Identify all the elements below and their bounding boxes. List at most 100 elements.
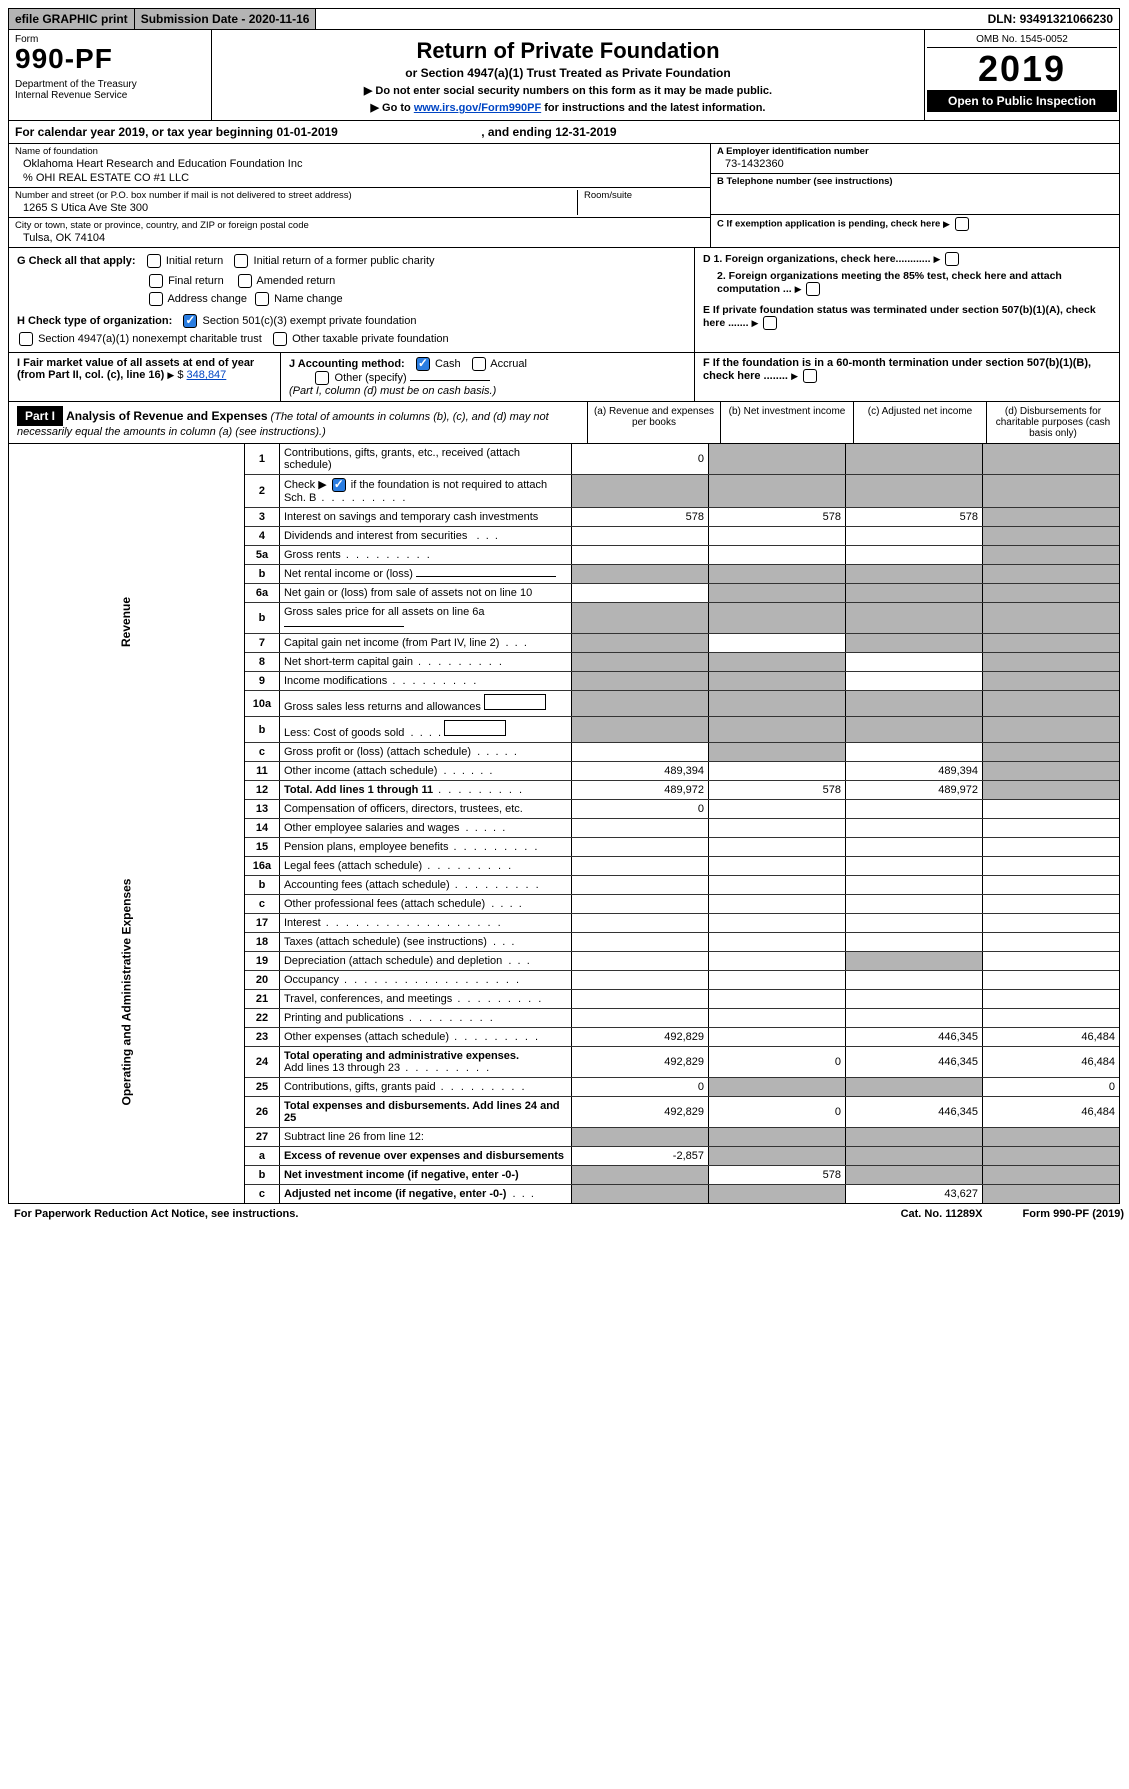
cb-final[interactable] xyxy=(149,274,163,288)
r24b: 0 xyxy=(709,1047,846,1078)
cb-d2[interactable] xyxy=(806,282,820,296)
r2: Check ▶ if the foundation is not require… xyxy=(279,475,571,508)
r26c: 446,345 xyxy=(846,1097,983,1128)
r4: Dividends and interest from securities .… xyxy=(279,527,571,546)
j-accrual: Accrual xyxy=(490,358,527,370)
ein-label: A Employer identification number xyxy=(717,146,869,157)
g-label: G Check all that apply: xyxy=(17,255,136,267)
r16a: Legal fees (attach schedule) xyxy=(279,857,571,876)
cb-f[interactable] xyxy=(803,369,817,383)
part1-desc: Part I Analysis of Revenue and Expenses … xyxy=(9,402,588,443)
r24d: 46,484 xyxy=(983,1047,1120,1078)
r19: Depreciation (attach schedule) and deple… xyxy=(279,952,571,971)
form-container: efile GRAPHIC print Submission Date - 20… xyxy=(8,8,1120,1204)
r27b-b: 578 xyxy=(709,1166,846,1185)
r27b: Net investment income (if negative, ente… xyxy=(279,1166,571,1185)
r27: Subtract line 26 from line 12: xyxy=(279,1128,571,1147)
c-label: C If exemption application is pending, c… xyxy=(717,219,940,230)
d1: D 1. Foreign organizations, check here..… xyxy=(703,253,931,265)
col-a-head: (a) Revenue and expenses per books xyxy=(588,402,721,443)
city-label: City or town, state or province, country… xyxy=(15,220,309,231)
city-row: City or town, state or province, country… xyxy=(9,218,710,247)
note2-post: for instructions and the latest informat… xyxy=(541,102,765,114)
arrow-icon xyxy=(751,317,758,329)
arrow-icon xyxy=(943,219,950,230)
r27c-c: 43,627 xyxy=(846,1185,983,1204)
city-value: Tulsa, OK 74104 xyxy=(15,231,704,245)
r24a: 492,829 xyxy=(572,1047,709,1078)
checkbox-c[interactable] xyxy=(955,217,969,231)
g-initial-former: Initial return of a former public charit… xyxy=(254,255,435,267)
r3b: 578 xyxy=(709,508,846,527)
irs-link[interactable]: www.irs.gov/Form990PF xyxy=(414,102,541,114)
col-d-head: (d) Disbursements for charitable purpose… xyxy=(987,402,1119,443)
header-right: OMB No. 1545-0052 2019 Open to Public In… xyxy=(924,30,1119,120)
cb-other-tax[interactable] xyxy=(273,332,287,346)
r24c: 446,345 xyxy=(846,1047,983,1078)
r21: Travel, conferences, and meetings xyxy=(279,990,571,1009)
r15: Pension plans, employee benefits xyxy=(279,838,571,857)
tax-year: 2019 xyxy=(927,48,1117,90)
note2-pre: ▶ Go to xyxy=(371,102,414,114)
form-number: 990-PF xyxy=(15,43,205,75)
cb-initial-former[interactable] xyxy=(234,254,248,268)
revenue-label: Revenue xyxy=(9,444,244,800)
header-left: Form 990-PF Department of the Treasury I… xyxy=(9,30,212,120)
i-col: I Fair market value of all assets at end… xyxy=(9,353,281,401)
cb-schb[interactable] xyxy=(332,478,346,492)
r12c: 489,972 xyxy=(846,781,983,800)
table-row: Operating and Administrative Expenses 13… xyxy=(9,800,1119,819)
entity-left: Name of foundation Oklahoma Heart Resear… xyxy=(9,144,710,247)
address-row: Number and street (or P.O. box number if… xyxy=(9,188,710,218)
r12a: 489,972 xyxy=(572,781,709,800)
ein-value: 73-1432360 xyxy=(717,157,1113,171)
r13a: 0 xyxy=(572,800,709,819)
cb-amended[interactable] xyxy=(238,274,252,288)
cb-addr[interactable] xyxy=(149,292,163,306)
g-initial: Initial return xyxy=(166,255,223,267)
checks-left: G Check all that apply: Initial return I… xyxy=(9,248,695,352)
checks-right: D 1. Foreign organizations, check here..… xyxy=(695,248,1119,352)
cb-accrual[interactable] xyxy=(472,357,486,371)
dln-label: DLN: xyxy=(988,12,1020,26)
room-label: Room/suite xyxy=(584,190,632,201)
g-final: Final return xyxy=(168,275,224,287)
footer-right: Form 990-PF (2019) xyxy=(1023,1208,1124,1220)
cb-4947[interactable] xyxy=(19,332,33,346)
r11a: 489,394 xyxy=(572,762,709,781)
name-row: Name of foundation Oklahoma Heart Resear… xyxy=(9,144,710,188)
form-subtitle: or Section 4947(a)(1) Trust Treated as P… xyxy=(218,66,918,80)
open-public-badge: Open to Public Inspection xyxy=(927,90,1117,112)
i-value[interactable]: 348,847 xyxy=(187,369,227,381)
cb-501c3[interactable] xyxy=(183,314,197,328)
checks-gh: G Check all that apply: Initial return I… xyxy=(9,248,1119,353)
expenses-label: Operating and Administrative Expenses xyxy=(9,800,244,1185)
cal-begin: 01-01-2019 xyxy=(276,125,337,139)
r11: Other income (attach schedule) . . . . .… xyxy=(279,762,571,781)
cb-e[interactable] xyxy=(763,316,777,330)
cal-pre: For calendar year 2019, or tax year begi… xyxy=(15,125,276,139)
foundation-name: Oklahoma Heart Research and Education Fo… xyxy=(15,157,704,171)
r23c: 446,345 xyxy=(846,1028,983,1047)
cb-initial[interactable] xyxy=(147,254,161,268)
r17: Interest xyxy=(279,914,571,933)
header-mid: Return of Private Foundation or Section … xyxy=(212,30,924,120)
r10b: Less: Cost of goods sold . . . . xyxy=(279,717,571,743)
cb-cash[interactable] xyxy=(416,357,430,371)
j-other: Other (specify) xyxy=(335,372,407,384)
part1-title: Analysis of Revenue and Expenses xyxy=(66,409,267,423)
dept2: Internal Revenue Service xyxy=(15,90,205,101)
omb-number: OMB No. 1545-0052 xyxy=(927,32,1117,48)
h-501: Section 501(c)(3) exempt private foundat… xyxy=(202,315,416,327)
r3a: 578 xyxy=(572,508,709,527)
part1-header: Part I Analysis of Revenue and Expenses … xyxy=(9,402,1119,444)
r25d: 0 xyxy=(983,1078,1120,1097)
cb-d1[interactable] xyxy=(945,252,959,266)
cb-other-acct[interactable] xyxy=(315,371,329,385)
cb-namechg[interactable] xyxy=(255,292,269,306)
table-row: Revenue 1Contributions, gifts, grants, e… xyxy=(9,444,1119,475)
j-note: (Part I, column (d) must be on cash basi… xyxy=(289,385,496,397)
entity-right: A Employer identification number 73-1432… xyxy=(710,144,1119,247)
calendar-year-row: For calendar year 2019, or tax year begi… xyxy=(9,121,1119,144)
dln: DLN: 93491321066230 xyxy=(982,9,1119,29)
